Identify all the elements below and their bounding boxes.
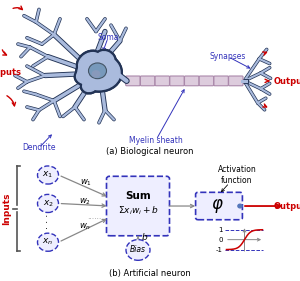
FancyBboxPatch shape [196, 192, 242, 220]
FancyBboxPatch shape [126, 76, 140, 86]
Ellipse shape [83, 78, 97, 92]
Ellipse shape [88, 63, 106, 79]
Text: Sum: Sum [125, 191, 151, 201]
Text: Outputs: Outputs [273, 201, 300, 210]
Ellipse shape [83, 78, 97, 92]
Text: -1: -1 [216, 247, 223, 253]
Text: Synapses: Synapses [210, 52, 246, 61]
Ellipse shape [101, 61, 121, 77]
Ellipse shape [101, 61, 121, 77]
Ellipse shape [76, 50, 103, 76]
Ellipse shape [79, 53, 101, 73]
Text: $\Sigma x_i w_i + b$: $\Sigma x_i w_i + b$ [118, 205, 158, 217]
Text: Activation
function: Activation function [218, 165, 256, 185]
Circle shape [238, 204, 242, 208]
Ellipse shape [76, 67, 98, 83]
Text: ......: ...... [87, 212, 102, 221]
Ellipse shape [76, 53, 122, 92]
Text: Inputs: Inputs [2, 192, 11, 225]
Ellipse shape [94, 49, 116, 70]
Circle shape [126, 240, 150, 260]
Text: $w_2$: $w_2$ [80, 196, 92, 207]
FancyBboxPatch shape [199, 76, 214, 86]
FancyBboxPatch shape [214, 76, 228, 86]
Text: Bias: Bias [130, 246, 146, 255]
Text: Outputs: Outputs [273, 77, 300, 86]
Ellipse shape [93, 75, 111, 88]
Ellipse shape [76, 67, 98, 83]
Text: Inputs: Inputs [0, 68, 22, 77]
Text: $w_n$: $w_n$ [80, 222, 92, 232]
Text: 1: 1 [218, 227, 223, 233]
FancyBboxPatch shape [184, 76, 199, 86]
Circle shape [38, 194, 58, 212]
FancyBboxPatch shape [106, 176, 170, 236]
Text: $x_1$: $x_1$ [43, 170, 53, 180]
FancyBboxPatch shape [229, 76, 243, 86]
Ellipse shape [80, 76, 100, 94]
Circle shape [38, 166, 58, 184]
Text: · · ·: · · · [43, 214, 53, 229]
Ellipse shape [74, 65, 100, 86]
FancyBboxPatch shape [140, 76, 155, 86]
Ellipse shape [76, 53, 122, 92]
Circle shape [38, 233, 58, 251]
Text: Dendrite: Dendrite [22, 143, 56, 152]
Ellipse shape [78, 55, 120, 90]
Ellipse shape [76, 50, 103, 76]
Ellipse shape [74, 65, 100, 86]
Ellipse shape [94, 49, 116, 70]
Text: 0: 0 [218, 237, 223, 243]
Ellipse shape [96, 52, 114, 68]
Text: (a) Biological neuron: (a) Biological neuron [106, 147, 194, 156]
Text: $w_1$: $w_1$ [80, 178, 92, 188]
Text: $\varphi$: $\varphi$ [211, 197, 224, 215]
Text: b: b [142, 234, 148, 243]
Ellipse shape [103, 64, 118, 75]
Ellipse shape [91, 73, 113, 90]
Ellipse shape [103, 64, 118, 75]
FancyBboxPatch shape [155, 76, 169, 86]
Text: $x_n$: $x_n$ [42, 237, 54, 248]
Ellipse shape [91, 73, 113, 90]
FancyBboxPatch shape [170, 76, 184, 86]
Ellipse shape [92, 71, 100, 77]
Text: $x_2$: $x_2$ [43, 198, 53, 209]
Text: (b) Artificial neuron: (b) Artificial neuron [109, 269, 191, 278]
Ellipse shape [93, 75, 111, 88]
Ellipse shape [96, 52, 114, 68]
Ellipse shape [80, 76, 100, 94]
Text: Soma: Soma [97, 33, 119, 42]
Text: Myelin sheath: Myelin sheath [129, 135, 183, 144]
Ellipse shape [79, 53, 101, 73]
Ellipse shape [78, 55, 120, 90]
